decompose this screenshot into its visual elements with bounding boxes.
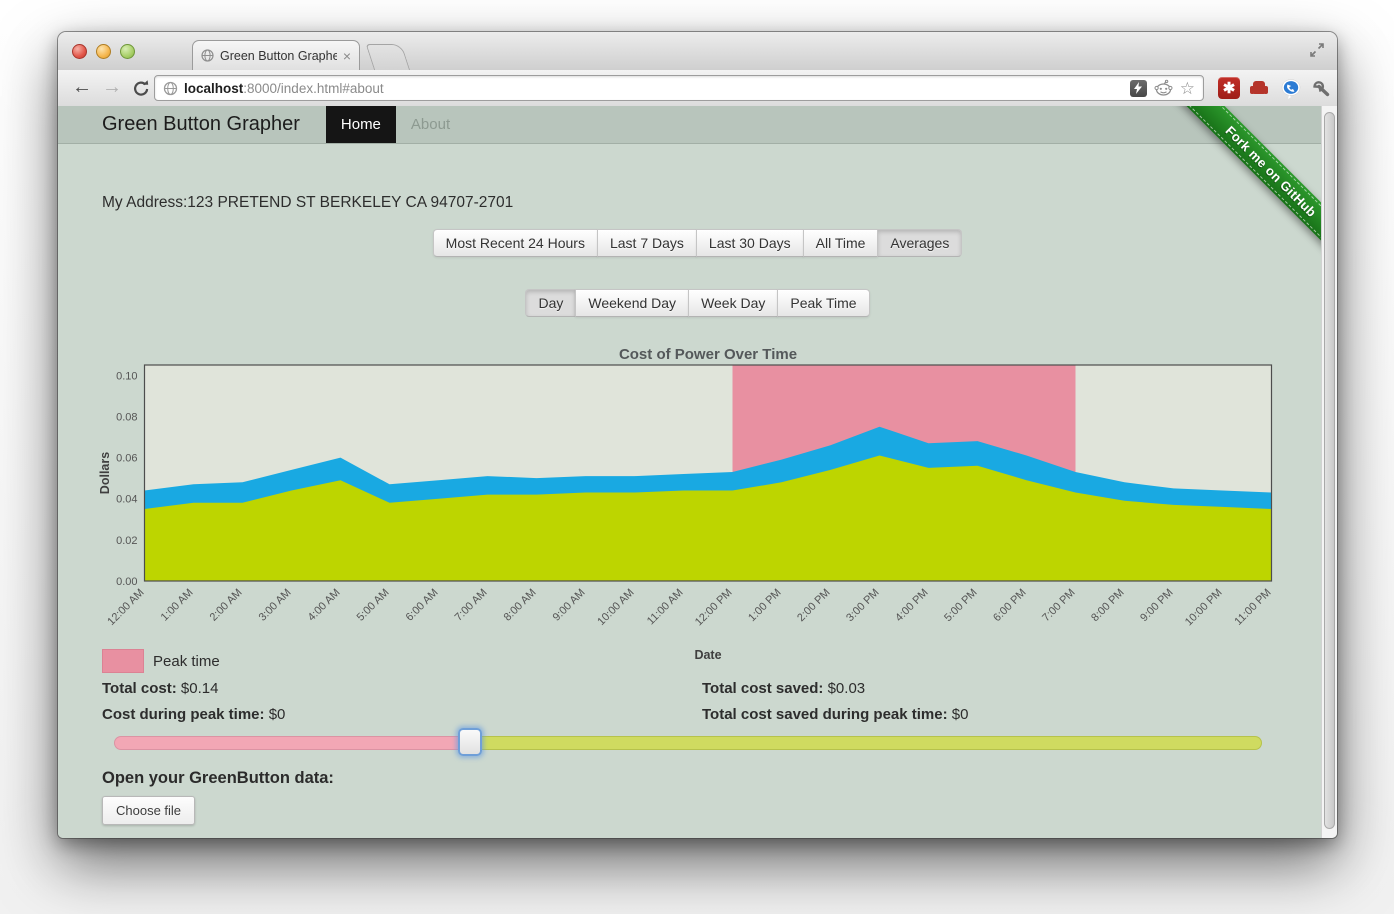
svg-text:5:00 PM: 5:00 PM — [942, 587, 979, 624]
peak-time-slider[interactable] — [114, 728, 1262, 756]
nav-item-home[interactable]: Home — [325, 106, 396, 143]
slider-offpeak-segment — [469, 736, 1262, 750]
svg-text:10:00 PM: 10:00 PM — [1183, 587, 1225, 629]
address-bar[interactable]: localhost:8000/index.html#about ☆ — [154, 75, 1204, 101]
svg-text:1:00 AM: 1:00 AM — [159, 587, 196, 624]
svg-text:3:00 AM: 3:00 AM — [257, 587, 294, 624]
svg-text:3:00 PM: 3:00 PM — [844, 587, 881, 624]
svg-text:6:00 PM: 6:00 PM — [991, 587, 1028, 624]
slider-peak-segment — [114, 736, 470, 750]
legend-swatch — [102, 649, 144, 673]
choose-file-button[interactable]: Choose file — [102, 796, 196, 825]
range-averages-button[interactable]: Averages — [877, 229, 963, 257]
svg-text:4:00 PM: 4:00 PM — [893, 587, 930, 624]
svg-text:7:00 PM: 7:00 PM — [1040, 587, 1077, 624]
svg-text:0.08: 0.08 — [116, 411, 137, 423]
browser-tab[interactable]: Green Button Grapher × — [192, 40, 360, 70]
open-data-heading: Open your GreenButton data: — [102, 769, 334, 787]
bookmark-star-icon[interactable]: ☆ — [1179, 78, 1195, 98]
zoom-window-button[interactable] — [120, 44, 135, 59]
close-window-button[interactable] — [72, 44, 87, 59]
svg-text:9:00 PM: 9:00 PM — [1138, 587, 1175, 624]
cost-chart-container: 0.00 0.02 0.04 0.06 0.08 0.10 12:00 AM 1:00 AM 2… — [58, 346, 1318, 666]
expand-window-icon[interactable] — [1307, 40, 1327, 60]
new-tab-button[interactable] — [365, 44, 411, 71]
forward-icon[interactable]: → — [102, 76, 122, 98]
reload-icon[interactable] — [132, 79, 150, 97]
svg-text:8:00 AM: 8:00 AM — [502, 587, 539, 624]
svg-text:8:00 PM: 8:00 PM — [1089, 587, 1126, 624]
svg-text:7:00 AM: 7:00 AM — [453, 587, 490, 624]
totals-left-column: Total cost: $0.14 Cost during peak time:… — [102, 676, 285, 728]
flash-block-icon[interactable] — [1129, 79, 1147, 97]
armchair-icon[interactable] — [1248, 77, 1270, 99]
cost-chart: 0.00 0.02 0.04 0.06 0.08 0.10 12:00 AM 1:00 AM 2… — [98, 346, 1274, 662]
site-globe-icon — [163, 81, 178, 95]
svg-text:2:00 PM: 2:00 PM — [795, 587, 832, 624]
svg-text:11:00 AM: 11:00 AM — [645, 587, 686, 628]
week-day-button[interactable]: Week Day — [688, 289, 779, 317]
time-range-button-group: Most Recent 24 Hours Last 7 Days Last 30… — [58, 229, 1337, 257]
url-host: localhost — [184, 80, 244, 96]
svg-text:1:00 PM: 1:00 PM — [746, 587, 783, 624]
tab-title: Green Button Grapher — [220, 48, 337, 63]
svg-text:11:00 PM: 11:00 PM — [1232, 587, 1273, 628]
svg-text:Cost of Power Over Time: Cost of Power Over Time — [619, 346, 797, 363]
window-titlebar[interactable]: Green Button Grapher × — [58, 32, 1337, 71]
browser-toolbar: ← → localhost:8000/index.html#about — [58, 70, 1337, 107]
slider-handle[interactable] — [457, 728, 482, 756]
day-button[interactable]: Day — [525, 289, 577, 317]
weekend-day-button[interactable]: Weekend Day — [575, 289, 690, 317]
total-cost-row: Total cost: $0.14 — [102, 680, 219, 697]
legend-label: Peak time — [153, 652, 220, 670]
scrollbar-thumb[interactable] — [1324, 112, 1335, 829]
minimize-window-button[interactable] — [96, 44, 111, 59]
range-last-7-days-button[interactable]: Last 7 Days — [596, 229, 697, 257]
url-path: :8000/index.html#about — [243, 80, 384, 96]
brand-title: Green Button Grapher — [102, 113, 300, 135]
totals-right-column: Total cost saved: $0.03 Total cost saved… — [702, 676, 968, 728]
day-type-button-group: Day Weekend Day Week Day Peak Time — [58, 289, 1337, 317]
range-all-time-button[interactable]: All Time — [802, 229, 879, 257]
browser-window: Green Button Grapher × ← → localhost:800… — [58, 32, 1337, 838]
svg-text:0.10: 0.10 — [116, 370, 137, 382]
phone-icon[interactable] — [1280, 77, 1302, 99]
svg-text:0.00: 0.00 — [116, 576, 137, 588]
tab-close-icon[interactable]: × — [342, 47, 351, 64]
range-last-30-days-button[interactable]: Last 30 Days — [695, 229, 804, 257]
total-cost-saved-row: Total cost saved: $0.03 — [702, 680, 866, 697]
chart-legend: Peak time — [102, 649, 220, 673]
svg-text:4:00 AM: 4:00 AM — [306, 587, 343, 624]
svg-text:9:00 AM: 9:00 AM — [551, 587, 588, 624]
cost-during-peak-row: Cost during peak time: $0 — [102, 706, 286, 723]
svg-text:12:00 AM: 12:00 AM — [105, 587, 146, 628]
user-address-text: My Address:123 PRETEND ST BERKELEY CA 94… — [102, 194, 514, 211]
svg-text:0.04: 0.04 — [116, 494, 137, 506]
svg-text:Dollars: Dollars — [98, 452, 112, 494]
svg-text:12:00 PM: 12:00 PM — [693, 587, 735, 629]
wrench-icon[interactable] — [1310, 77, 1332, 99]
url-text[interactable]: localhost:8000/index.html#about — [184, 81, 1124, 96]
page-viewport: Green Button Grapher Home About My Addre… — [58, 106, 1337, 838]
svg-text:Date: Date — [694, 648, 721, 662]
peak-time-button[interactable]: Peak Time — [777, 289, 870, 317]
navbar: Green Button Grapher Home About — [58, 106, 1337, 144]
svg-text:0.06: 0.06 — [116, 453, 137, 465]
scrollbar[interactable] — [1321, 106, 1337, 838]
reddit-icon[interactable] — [1154, 79, 1173, 97]
svg-text:6:00 AM: 6:00 AM — [404, 587, 441, 624]
total-saved-peak-row: Total cost saved during peak time: $0 — [702, 706, 969, 723]
tab-globe-icon — [201, 49, 214, 62]
lastpass-icon[interactable]: ✱ — [1218, 77, 1240, 99]
svg-text:2:00 AM: 2:00 AM — [208, 587, 245, 624]
svg-text:5:00 AM: 5:00 AM — [355, 587, 392, 624]
range-most-recent-24-hours-button[interactable]: Most Recent 24 Hours — [432, 229, 598, 257]
svg-text:0.02: 0.02 — [116, 535, 137, 547]
nav-item-about[interactable]: About — [410, 116, 451, 133]
svg-text:10:00 AM: 10:00 AM — [595, 587, 636, 628]
back-icon[interactable]: ← — [72, 76, 92, 98]
